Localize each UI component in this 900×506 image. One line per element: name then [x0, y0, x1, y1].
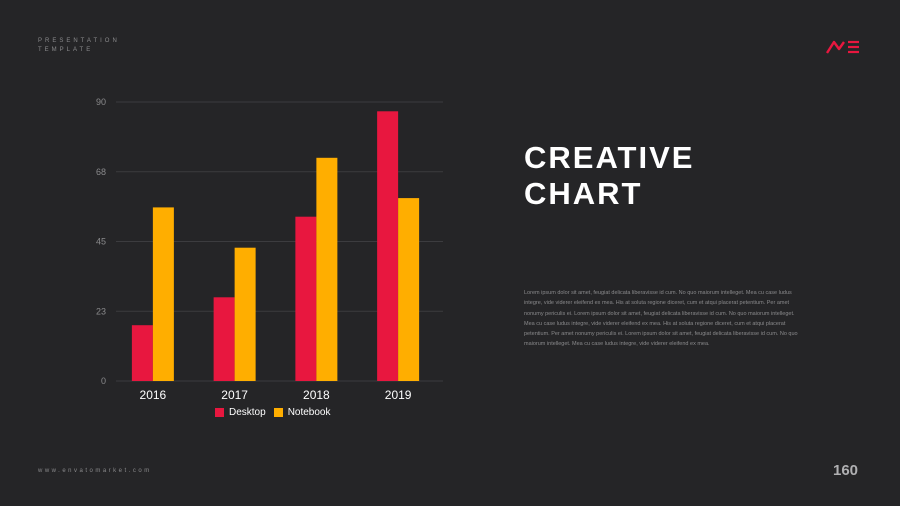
y-tick-label: 0: [101, 376, 106, 386]
footer-url: www.envatomarket.com: [38, 468, 152, 474]
y-tick-label: 68: [96, 167, 106, 177]
x-tick-label: 2018: [303, 388, 330, 402]
y-tick-label: 90: [96, 97, 106, 107]
legend-item-notebook: Notebook: [273, 407, 331, 418]
y-tick-label: 45: [96, 237, 106, 247]
chart-legend: Desktop Notebook: [215, 407, 331, 418]
x-tick-label: 2019: [385, 388, 412, 402]
bar-desktop-2019: [377, 111, 399, 382]
header-line-1: PRESENTATION: [38, 38, 120, 44]
body-paragraph: Lorem ipsum dolor sit amet, feugiat deli…: [524, 290, 798, 348]
slide-title: CREATIVE CHART: [524, 140, 694, 212]
legend-swatch-notebook: [273, 408, 283, 417]
y-tick-label: 23: [96, 306, 106, 316]
bar-desktop-2017: [213, 297, 235, 381]
bar-desktop-2018: [295, 216, 317, 381]
legend-swatch-desktop: [215, 408, 224, 417]
header-line-2: TEMPLATE: [38, 47, 94, 53]
bar-notebook-2018: [316, 157, 338, 381]
bar-notebook-2016: [152, 207, 174, 381]
me-logo: [826, 40, 859, 54]
x-tick-label: 2016: [140, 388, 167, 402]
bar-notebook-2019: [398, 198, 420, 381]
bar-desktop-2016: [131, 325, 153, 381]
legend-label-desktop: Desktop: [229, 407, 266, 418]
legend-label-notebook: Notebook: [287, 407, 331, 418]
title-line-2: CHART: [524, 176, 643, 211]
legend-item-desktop: Desktop: [215, 407, 266, 418]
page-number: 160: [833, 462, 859, 479]
x-tick-label: 2017: [221, 388, 248, 402]
title-line-1: CREATIVE: [524, 140, 695, 175]
bar-notebook-2017: [234, 247, 256, 381]
presentation-template-label: PRESENTATION TEMPLATE: [38, 37, 120, 55]
